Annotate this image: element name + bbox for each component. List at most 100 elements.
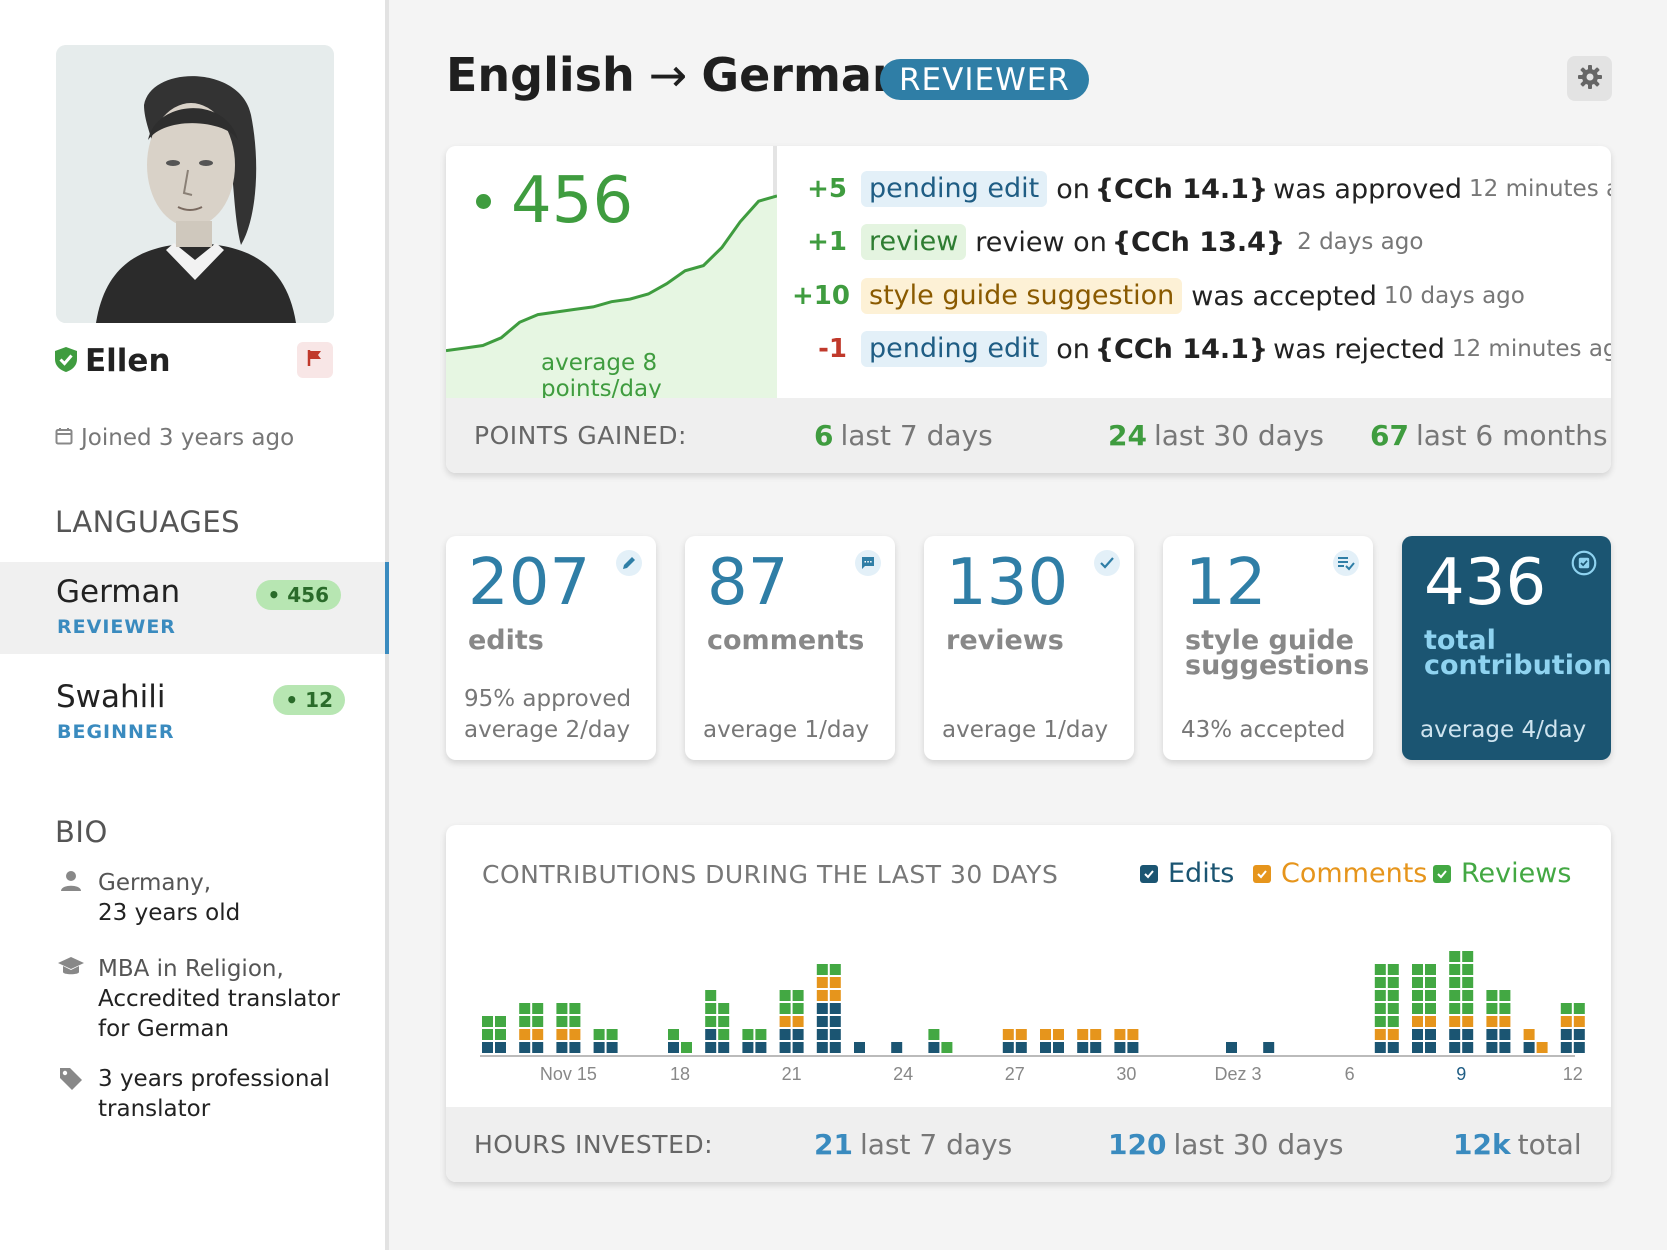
stat-card-total-contributions[interactable]: 436 total contributions average 4/day: [1402, 536, 1611, 760]
language-item-german[interactable]: German REVIEWER • 456: [0, 562, 389, 654]
bio-location-line: Germany,: [98, 870, 212, 896]
contribution-cell: [816, 1029, 828, 1040]
contribution-cell: [829, 1016, 841, 1027]
stat-number: 120: [1108, 1128, 1167, 1161]
activity-item: -1 pending edit on {CCh 14.1} was reject…: [792, 331, 1611, 367]
stat-label: last 30 days: [1173, 1128, 1344, 1161]
stat-card-reviews[interactable]: 130 reviews average 1/day: [924, 536, 1134, 760]
contributions-chart: Nov 15 18 21 24 27 30 Dez 3 6 9 12: [480, 951, 1585, 1084]
contribution-cell: [1374, 990, 1386, 1001]
contribution-cell: [1412, 964, 1423, 975]
language-points-badge: • 12: [273, 685, 345, 715]
contribution-cell: [1449, 951, 1461, 962]
contribution-cell: [1499, 1003, 1511, 1014]
activity-tag-link[interactable]: style guide suggestion: [861, 278, 1183, 314]
report-flag-button[interactable]: [297, 342, 333, 378]
stat-number: 21: [814, 1128, 853, 1161]
language-name: Swahili: [56, 679, 166, 715]
contribution-cell: [593, 1042, 605, 1053]
activity-tag-link[interactable]: pending edit: [861, 171, 1048, 207]
activity-item: +10 style guide suggestion was accepted …: [792, 278, 1525, 314]
contribution-cell: [606, 1029, 618, 1040]
contribution-cell: [854, 1042, 865, 1053]
contribution-cell: [1015, 1042, 1027, 1053]
stat-label: style guide suggestions: [1185, 625, 1370, 681]
activity-ref-link[interactable]: {CCh 14.1}: [1094, 333, 1269, 365]
bio-age-line: 23 years old: [98, 900, 241, 926]
contribution-cell: [1523, 1029, 1535, 1040]
points-average: average 8 points/day: [541, 350, 662, 402]
contribution-cell: [792, 1029, 804, 1040]
stat-value: 12: [1185, 546, 1267, 620]
joined-text: Joined 3 years ago: [81, 425, 295, 451]
contribution-cell: [569, 1016, 581, 1027]
stat-number: 24: [1108, 419, 1147, 452]
activity-ref-link[interactable]: {CCh 14.1}: [1094, 173, 1269, 205]
activity-tag-link[interactable]: review: [861, 224, 967, 260]
language-item-swahili[interactable]: Swahili BEGINNER • 12: [0, 667, 389, 759]
activity-ref-link[interactable]: {CCh 13.4}: [1111, 226, 1286, 258]
contribution-cell: [1387, 1042, 1399, 1053]
page-title: English → German: [446, 48, 905, 102]
contribution-cell: [519, 1003, 531, 1014]
contribution-cell: [1449, 1042, 1461, 1053]
contribution-cell: [1374, 1042, 1386, 1053]
points-trend-chart: [446, 194, 777, 398]
stat-card-comments[interactable]: 87 comments average 1/day: [685, 536, 895, 760]
contribution-cell: [1425, 977, 1436, 988]
contribution-cell: [1412, 1003, 1423, 1014]
x-tick-label: 21: [782, 1064, 802, 1084]
contribution-cell: [495, 1042, 506, 1053]
stat-number: 67: [1370, 419, 1409, 452]
contribution-cell: [556, 1042, 568, 1053]
bio-experience: 3 years professional translator: [56, 1064, 330, 1124]
activity-tag-link[interactable]: pending edit: [861, 331, 1048, 367]
activity-item: +1 review review on {CCh 13.4} 2 days ag…: [792, 224, 1423, 260]
contribution-cell: [495, 1029, 506, 1040]
checkbox-icon: [1140, 864, 1158, 883]
activity-time: 12 minutes ago: [1451, 336, 1611, 362]
contribution-cell: [606, 1042, 618, 1053]
list-check-icon: [1333, 550, 1359, 576]
bio-education-line: for German: [98, 1016, 230, 1042]
contribution-cell: [1374, 1016, 1386, 1027]
contribution-cell: [495, 1016, 506, 1027]
joined-date: Joined 3 years ago: [55, 425, 294, 451]
contribution-cell: [1560, 1029, 1572, 1040]
x-tick-label: 9: [1456, 1064, 1466, 1084]
points-gained-label: POINTS GAINED:: [474, 421, 687, 450]
contribution-cell: [816, 1003, 828, 1014]
contribution-cell: [519, 1029, 531, 1040]
contribution-cell: [569, 1029, 581, 1040]
stat-value: 207: [468, 546, 591, 620]
contribution-cell: [1387, 1029, 1399, 1040]
trend-area: [446, 196, 777, 398]
contribution-cell: [742, 1029, 754, 1040]
contribution-cell: [482, 1029, 493, 1040]
stat-card-edits[interactable]: 207 edits 95% approved average 2/day: [446, 536, 656, 760]
legend-toggle-comments[interactable]: Comments: [1253, 858, 1427, 889]
activity-item: +5 pending edit on {CCh 14.1} was approv…: [792, 171, 1611, 207]
contribution-cell: [816, 990, 828, 1001]
flag-icon: [306, 349, 324, 371]
contribution-cell: [1536, 1042, 1548, 1053]
contribution-cell: [1499, 1016, 1511, 1027]
check-icon: [1094, 550, 1120, 576]
stat-value: 87: [707, 546, 789, 620]
contribution-cell: [779, 1016, 791, 1027]
legend-toggle-reviews[interactable]: Reviews: [1433, 858, 1571, 889]
hours-invested-label: HOURS INVESTED:: [474, 1130, 714, 1159]
legend-toggle-edits[interactable]: Edits: [1140, 858, 1234, 889]
settings-button[interactable]: [1567, 56, 1612, 101]
stat-card-style-guide-suggestions[interactable]: 12 style guide suggestions 43% accepted: [1163, 536, 1373, 760]
contribution-cell: [1462, 964, 1474, 975]
contribution-cell: [1499, 990, 1511, 1001]
contribution-cell: [1449, 1029, 1461, 1040]
contribution-cell: [742, 1042, 754, 1053]
contribution-cell: [1449, 977, 1461, 988]
contribution-cell: [1449, 964, 1461, 975]
activity-text: was accepted: [1191, 280, 1377, 312]
main-content: English → German REVIEWER: [389, 0, 1667, 1250]
activity-text: on: [1056, 333, 1090, 365]
contribution-cell: [1412, 990, 1423, 1001]
